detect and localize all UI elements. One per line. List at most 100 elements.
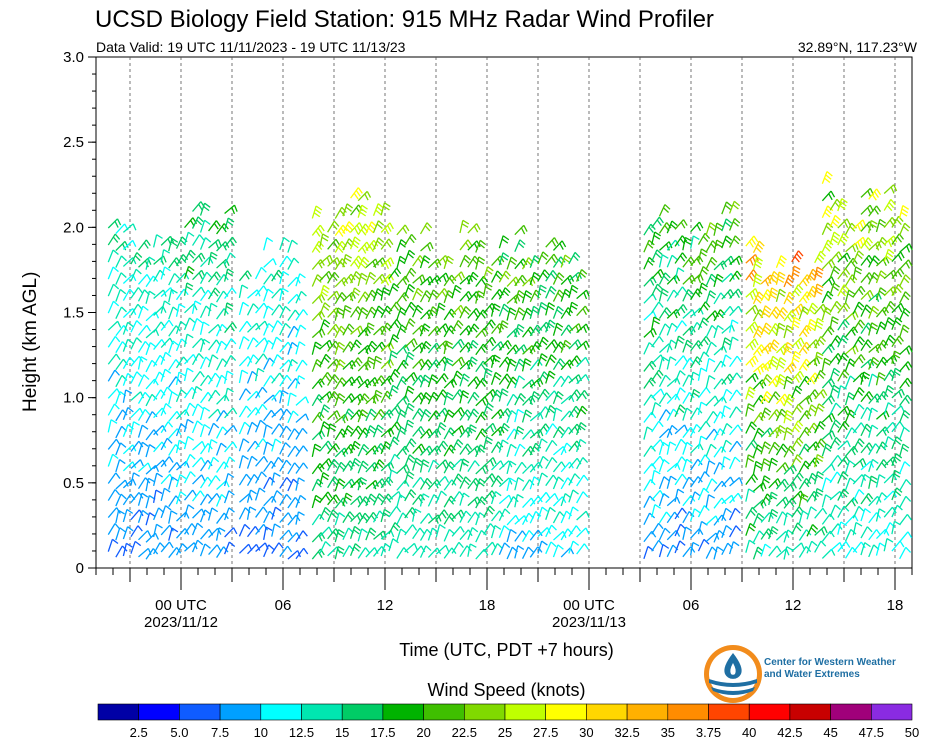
wind-barb (412, 255, 421, 267)
wind-barb-feather (242, 438, 250, 444)
wind-barb (287, 325, 295, 338)
wind-barb-feather (571, 284, 579, 290)
wind-barb (459, 545, 468, 558)
wind-barb (168, 510, 172, 524)
wind-barb (122, 444, 134, 455)
wind-barb-feather (436, 342, 441, 350)
wind-barb-feather (554, 493, 559, 500)
wind-barb-feather (885, 410, 890, 418)
wind-barb (806, 490, 815, 503)
wind-barb (223, 541, 230, 555)
wind-barb-feather (766, 391, 773, 397)
wind-barb (791, 506, 800, 518)
wind-barb-feather (816, 474, 824, 480)
wind-barb-feather (376, 308, 383, 315)
wind-barb (852, 336, 861, 349)
wind-barb-feather (754, 321, 759, 329)
wind-barb-feather (470, 424, 477, 429)
wind-barb-feather (367, 325, 375, 331)
wind-barb-feather (580, 421, 587, 428)
wind-barb-feather (842, 321, 848, 329)
wind-barb (674, 507, 683, 520)
wind-barb-feather (574, 358, 580, 365)
wind-barb (160, 319, 170, 331)
wind-barb (357, 291, 366, 304)
wind-barb-feather (489, 425, 495, 433)
wind-barb-feather (902, 225, 910, 232)
wind-barb (130, 337, 138, 350)
wind-barb (311, 310, 322, 322)
wind-barb-feather (802, 510, 809, 516)
wind-barb-feather (658, 420, 664, 428)
wind-barb (791, 454, 798, 467)
wind-barb (122, 373, 129, 386)
wind-barb (829, 384, 835, 398)
wind-barb-feather (800, 337, 805, 345)
wind-barb-feather (867, 339, 873, 346)
wind-barb-feather (784, 462, 790, 470)
wind-barb-feather (825, 174, 832, 180)
wind-barb (829, 419, 837, 433)
wind-barb (404, 371, 415, 383)
wind-barb (295, 359, 304, 372)
wind-barb (868, 512, 878, 524)
wind-barb-feather (833, 422, 840, 429)
colorbar-swatch (667, 703, 709, 721)
wind-barb (666, 462, 678, 473)
wind-barb-feather (196, 219, 203, 226)
wind-barb-feather (266, 237, 274, 243)
wind-barb-feather (751, 375, 757, 383)
wind-barb (483, 402, 489, 416)
wind-barb-feather (764, 325, 771, 332)
wind-barb-feather (316, 243, 323, 250)
wind-barb-feather (749, 292, 754, 300)
wind-barb-feather (763, 295, 770, 302)
wind-barb-feather (491, 473, 497, 480)
wind-barb (396, 324, 403, 338)
wind-barb (643, 394, 652, 406)
wind-barb-feather (879, 218, 887, 224)
wind-barb (545, 302, 550, 316)
wind-barb (768, 526, 774, 540)
wind-barb-feather (325, 353, 332, 360)
wind-barb-feather (857, 241, 862, 249)
wind-barb (514, 274, 523, 287)
wind-barb (238, 284, 243, 298)
wind-barb (537, 336, 544, 350)
wind-barb-feather (446, 259, 453, 265)
wind-barb-feather (550, 272, 556, 280)
wind-barb-feather (889, 334, 896, 341)
wind-barb (130, 407, 141, 418)
wind-barb (475, 496, 483, 509)
wind-barb (643, 257, 650, 270)
wind-barb-feather (779, 424, 786, 430)
wind-barb (388, 368, 396, 382)
wind-barb (514, 515, 525, 525)
wind-barb (427, 392, 435, 405)
wind-barb (372, 237, 380, 251)
wind-barb (498, 525, 505, 538)
wind-barb-feather (344, 257, 352, 263)
wind-barb-feather (516, 429, 524, 435)
wind-barb-feather (364, 427, 370, 434)
wind-barb (475, 444, 481, 458)
wind-barb (207, 423, 215, 436)
wind-barb-feather (885, 255, 893, 261)
wind-barb (521, 307, 528, 321)
wind-barb (721, 255, 732, 266)
wind-barb-feather (534, 344, 541, 351)
wind-barb-feather (132, 478, 137, 486)
wind-barb-feather (345, 227, 352, 234)
wind-barb-feather (325, 443, 331, 450)
wind-barb-feather (831, 463, 836, 471)
wind-barb (682, 339, 688, 353)
wind-barb (279, 545, 289, 557)
wind-barb (798, 546, 807, 558)
wind-barb-feather (647, 260, 654, 266)
wind-barb (783, 410, 788, 424)
wind-barb (845, 445, 855, 457)
wind-barb (490, 441, 499, 454)
wind-barb-feather (766, 374, 773, 380)
wind-barb (651, 455, 661, 467)
wind-barb (427, 547, 438, 558)
